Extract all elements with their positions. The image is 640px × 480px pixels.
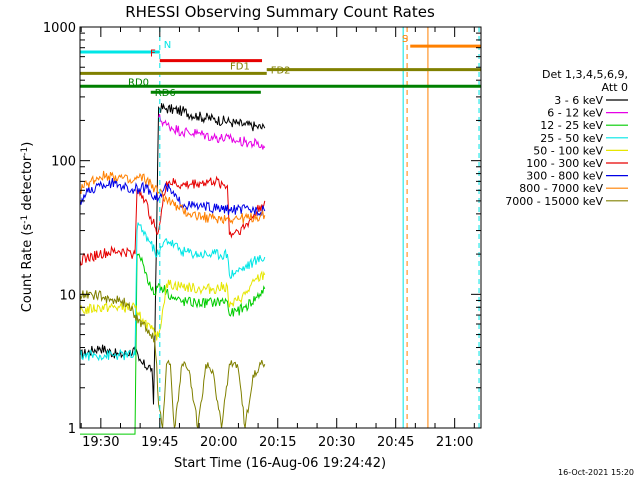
flag-label: F (150, 49, 156, 60)
flag-label: FD1 (230, 61, 250, 72)
legend-header: Att 0 (602, 81, 628, 94)
x-tick-label: 20:15 (259, 435, 296, 450)
flag-label: RD6 (155, 88, 176, 99)
legend-entry-label: 12 - 25 keV (540, 119, 603, 132)
series-line (79, 175, 266, 266)
y-axis-label-part: ) (20, 142, 35, 147)
legend-entry-label: 50 - 100 keV (533, 144, 603, 157)
x-tick-label: 20:45 (377, 435, 414, 450)
x-tick-label: 20:30 (318, 435, 355, 450)
y-tick-label: 1000 (43, 21, 76, 36)
legend-entry-label: 25 - 50 keV (540, 132, 603, 145)
legend-entry-label: 300 - 800 keV (526, 170, 603, 183)
legend-entry-label: 3 - 6 keV (554, 94, 603, 107)
y-tick-label: 1 (68, 422, 76, 437)
y-tick-label: 10 (59, 288, 76, 303)
flag-label: RD0 (128, 77, 149, 88)
series-line (158, 113, 266, 150)
x-tick-label: 21:00 (436, 435, 473, 450)
x-tick-label: 19:30 (82, 435, 119, 450)
legend-entry-label: 6 - 12 keV (547, 107, 603, 120)
series-line (79, 178, 266, 217)
y-axis-label-part: detector (20, 155, 35, 215)
series-line (79, 290, 266, 429)
plot-marks: NF FD1 FD2 RD0 RD6 S (79, 27, 481, 435)
y-axis-label-part: Count Rate (s (20, 224, 35, 313)
x-tick-label: 20:00 (200, 435, 237, 450)
axes: 1 10 100 1000 19:30 19:45 20:00 20:15 20:30 20:45… (43, 21, 481, 450)
flag-label: S (402, 34, 408, 45)
flag-label: FD2 (271, 66, 291, 77)
legend-entry-label: 7000 - 15000 keV (505, 195, 603, 208)
y-tick-label: 100 (51, 155, 76, 170)
series-line (80, 253, 266, 435)
y-axis-label-sup: -1 (20, 147, 30, 156)
legend-entry-label: 800 - 7000 keV (519, 182, 603, 195)
legend-header: Det 1,3,4,5,6,9, (542, 68, 628, 81)
x-tick-label: 19:45 (141, 435, 178, 450)
flag-label: N (164, 40, 171, 51)
render-timestamp: 16-Oct-2021 15:20 (558, 468, 634, 477)
series-line (79, 270, 266, 341)
y-axis-label: Count Rate (s-1 detector-1) (20, 142, 35, 313)
plot-frame (79, 26, 482, 429)
series-line (79, 222, 266, 362)
y-axis-label-sup: -1 (20, 215, 30, 224)
x-axis-label: Start Time (16-Aug-06 19:24:42) (174, 456, 386, 471)
legend-entry-label: 100 - 300 keV (526, 157, 603, 170)
series-line (79, 170, 266, 225)
chart-title: RHESSI Observing Summary Count Rates (125, 3, 435, 21)
